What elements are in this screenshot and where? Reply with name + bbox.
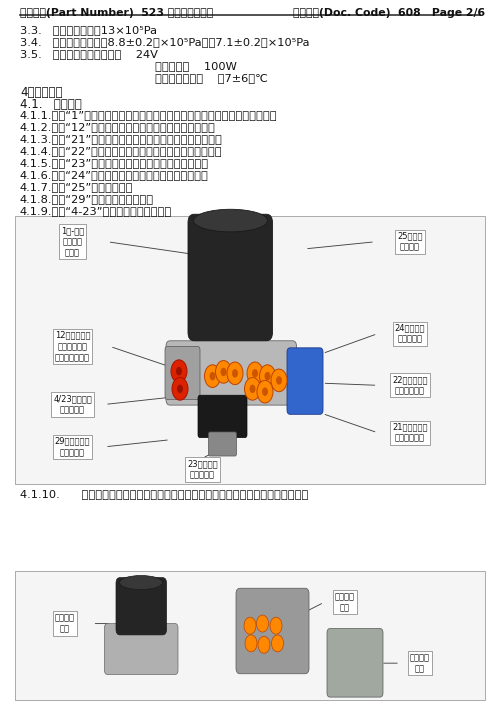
- Circle shape: [262, 387, 268, 396]
- Text: 4.1.8.标识“29”口接空气悬挂储气筒: 4.1.8.标识“29”口接空气悬挂储气筒: [20, 194, 154, 204]
- Text: 4.1.10.      干燥器总成可拆分为空气干燥器部分，四回路保护阀部分等，如下图所示：: 4.1.10. 干燥器总成可拆分为空气干燥器部分，四回路保护阀部分等，如下图所示…: [20, 489, 308, 499]
- Text: 4.1.6.标识“24”口为四回路出气口，接辅助制动储气筒: 4.1.6.标识“24”口为四回路出气口，接辅助制动储气筒: [20, 170, 209, 180]
- Text: 温控器接通温度    （7±6）℃: 温控器接通温度 （7±6）℃: [155, 73, 268, 83]
- Circle shape: [204, 365, 220, 387]
- Text: 4.1.2.标识“12”口为增压截止阀（接充气接头或不使用）: 4.1.2.标识“12”口为增压截止阀（接充气接头或不使用）: [20, 122, 216, 132]
- Text: 1口-进气
口，连接
空压机: 1口-进气 口，连接 空压机: [61, 226, 84, 257]
- Circle shape: [247, 362, 263, 385]
- Text: 3.4.   输出压力范围：（8.8±0.2）×10⁵Pa～（7.1±0.2）×10⁵Pa: 3.4. 输出压力范围：（8.8±0.2）×10⁵Pa～（7.1±0.2）×10…: [20, 37, 310, 47]
- Text: 空干燥器
总成: 空干燥器 总成: [55, 614, 75, 633]
- Circle shape: [264, 372, 270, 380]
- FancyBboxPatch shape: [188, 214, 272, 341]
- FancyBboxPatch shape: [198, 325, 263, 353]
- Text: 4.1.9.标识“4-23”口接空气压缩机控制口: 4.1.9.标识“4-23”口接空气压缩机控制口: [20, 206, 172, 216]
- FancyBboxPatch shape: [208, 432, 236, 456]
- Text: 25口通常
没有开通: 25口通常 没有开通: [397, 232, 423, 252]
- Text: 加热器功率    100W: 加热器功率 100W: [155, 61, 237, 71]
- Text: 4.1.   接口说明: 4.1. 接口说明: [20, 98, 82, 111]
- FancyBboxPatch shape: [116, 578, 166, 635]
- Text: 4.1.5.标识“23”口为四回路出气口，接驻车制动储气筒: 4.1.5.标识“23”口为四回路出气口，接驻车制动储气筒: [20, 158, 209, 168]
- Text: 四保阀分
总成: 四保阀分 总成: [335, 592, 355, 612]
- Ellipse shape: [120, 575, 162, 590]
- FancyBboxPatch shape: [166, 341, 296, 405]
- Circle shape: [244, 617, 256, 634]
- Circle shape: [245, 635, 257, 652]
- Circle shape: [216, 361, 232, 383]
- Text: 12口增压截止
阀（或充气接
头或堵头堵住）: 12口增压截止 阀（或充气接 头或堵头堵住）: [55, 331, 90, 362]
- Text: 4.1.7.标识“25”口通常不使用: 4.1.7.标识“25”口通常不使用: [20, 182, 134, 192]
- Text: 总成图号(Part Number)  523 系列使用说明书: 总成图号(Part Number) 523 系列使用说明书: [20, 8, 213, 18]
- Circle shape: [257, 380, 273, 403]
- FancyBboxPatch shape: [104, 624, 178, 674]
- FancyBboxPatch shape: [327, 629, 383, 697]
- Circle shape: [276, 376, 282, 385]
- Circle shape: [177, 385, 183, 393]
- Circle shape: [227, 362, 243, 385]
- Text: 文件代码(Doc. Code)  608   Page 2/6: 文件代码(Doc. Code) 608 Page 2/6: [293, 8, 485, 18]
- Circle shape: [171, 360, 187, 382]
- Text: 24口接辅助
制动储气筒: 24口接辅助 制动储气筒: [395, 324, 425, 344]
- Circle shape: [220, 368, 226, 376]
- Ellipse shape: [194, 209, 268, 232]
- Text: 顺阀阀分
总成: 顺阀阀分 总成: [410, 653, 430, 673]
- Text: 4/23口，接空
压机控制口: 4/23口，接空 压机控制口: [53, 395, 92, 414]
- Text: 23口接驻车
制动储气筒: 23口接驻车 制动储气筒: [187, 460, 218, 479]
- Circle shape: [272, 635, 283, 652]
- Circle shape: [260, 365, 276, 387]
- FancyBboxPatch shape: [15, 571, 485, 700]
- Text: 22口接前桥行
车制动储气筒: 22口接前桥行 车制动储气筒: [392, 375, 428, 395]
- FancyBboxPatch shape: [165, 346, 200, 399]
- Circle shape: [244, 378, 260, 400]
- Circle shape: [250, 385, 256, 393]
- FancyBboxPatch shape: [287, 348, 323, 414]
- Text: 21口接后桥行
车制动储气筒: 21口接后桥行 车制动储气筒: [392, 423, 428, 443]
- Text: 4．安装说明: 4．安装说明: [20, 86, 62, 99]
- Circle shape: [176, 367, 182, 375]
- Circle shape: [256, 615, 268, 632]
- Text: 4.1.3.标识“21”口为四回路出气口，接后桥行车制动储气筒: 4.1.3.标识“21”口为四回路出气口，接后桥行车制动储气筒: [20, 134, 223, 144]
- Circle shape: [210, 372, 216, 380]
- Text: 4.1.4.标识“22”口为四回路出气口，接前桥行车制动储气筒: 4.1.4.标识“22”口为四回路出气口，接前桥行车制动储气筒: [20, 146, 222, 156]
- Text: 4.1.1.标识“1”口为空气干燥器进气口，接空压机出口，两者间必须有冷却管路: 4.1.1.标识“1”口为空气干燥器进气口，接空压机出口，两者间必须有冷却管路: [20, 110, 278, 120]
- Circle shape: [271, 369, 287, 392]
- Circle shape: [232, 369, 238, 378]
- FancyBboxPatch shape: [198, 395, 247, 438]
- FancyBboxPatch shape: [236, 588, 309, 674]
- Text: 3.5.   电加热系统：工作电压    24V: 3.5. 电加热系统：工作电压 24V: [20, 49, 158, 59]
- Circle shape: [252, 369, 258, 378]
- Text: 29口，接空气
悬架储气筒: 29口，接空气 悬架储气筒: [55, 437, 90, 457]
- Circle shape: [270, 617, 282, 634]
- Circle shape: [258, 636, 270, 653]
- Circle shape: [172, 378, 188, 400]
- FancyBboxPatch shape: [15, 216, 485, 484]
- Text: 3.3.   最高使用压力：13×10⁵Pa: 3.3. 最高使用压力：13×10⁵Pa: [20, 25, 157, 35]
